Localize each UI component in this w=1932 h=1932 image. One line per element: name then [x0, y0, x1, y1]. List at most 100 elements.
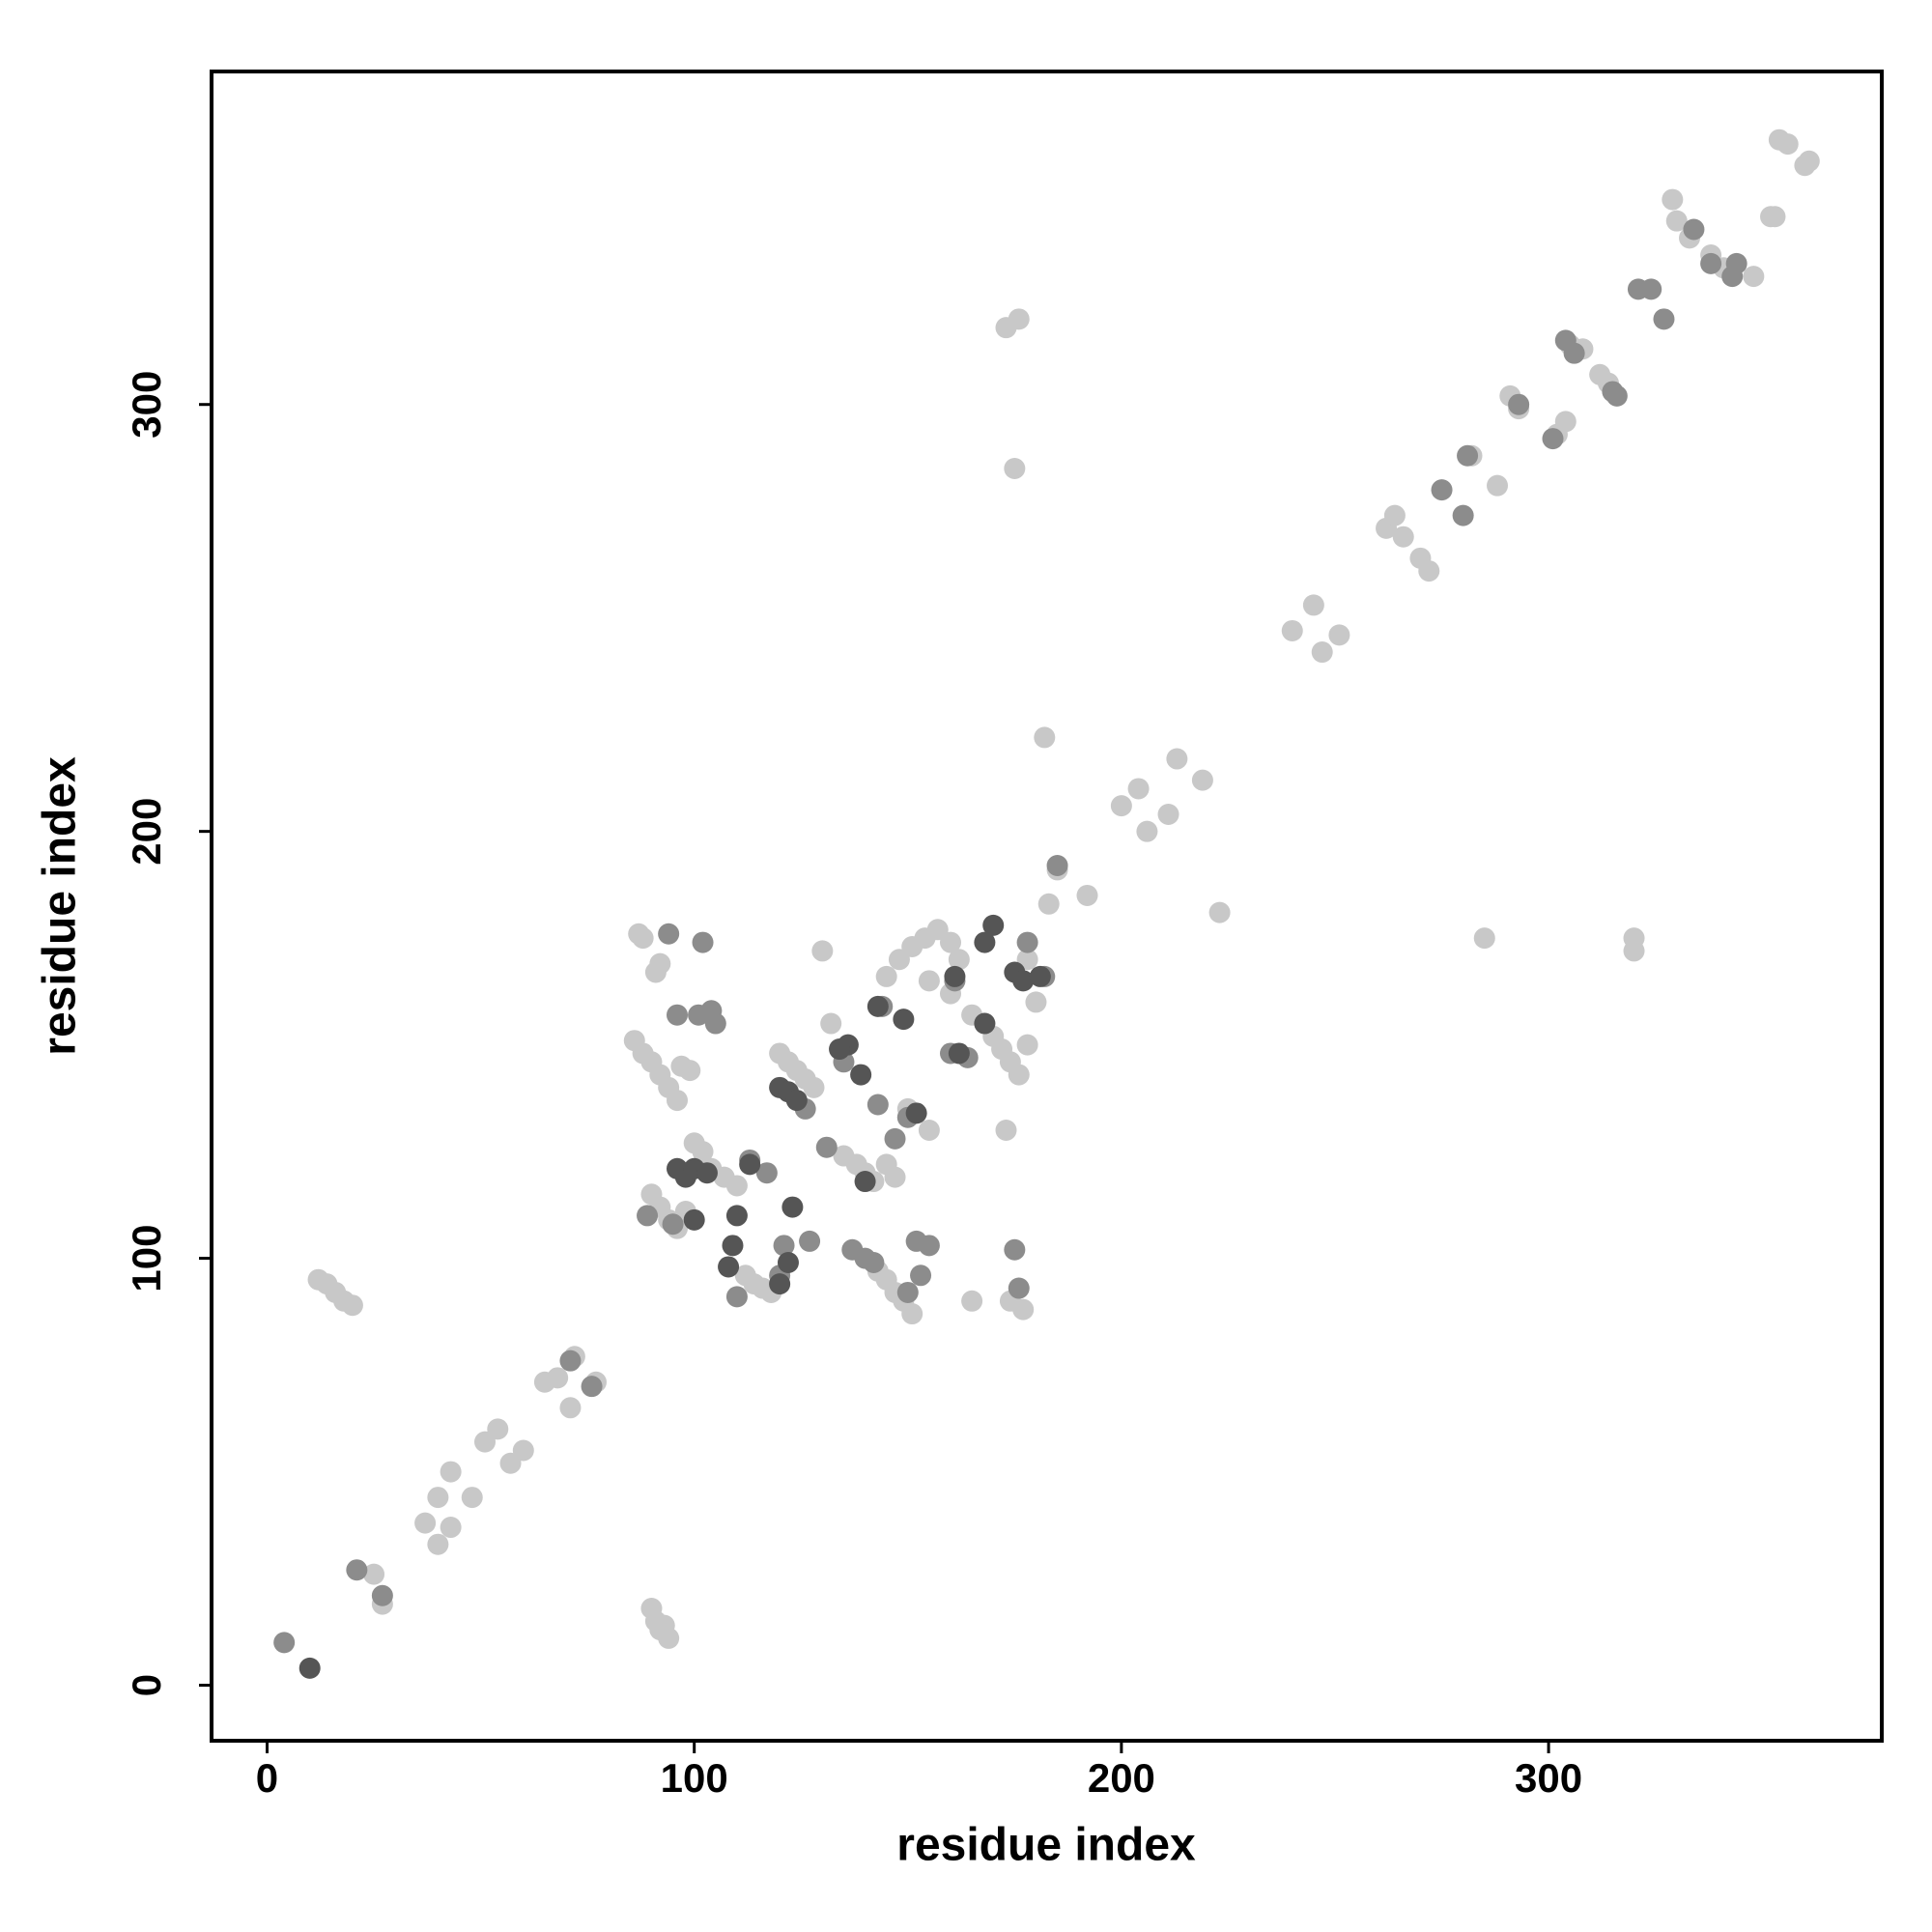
point: [905, 1102, 927, 1124]
point: [1037, 893, 1060, 915]
point: [1623, 927, 1645, 950]
plot-frame: [210, 70, 1884, 1743]
point: [704, 1012, 726, 1035]
point: [1012, 970, 1035, 992]
point: [1776, 133, 1799, 156]
point: [1191, 769, 1213, 791]
point: [1025, 991, 1047, 1013]
point: [918, 1235, 940, 1257]
point: [1302, 594, 1324, 616]
point: [940, 931, 962, 953]
point: [1004, 1238, 1026, 1261]
point: [1157, 803, 1179, 825]
point: [1457, 444, 1479, 467]
point: [739, 1153, 761, 1176]
point: [910, 1264, 932, 1287]
point: [725, 1175, 748, 1197]
point: [785, 1090, 808, 1112]
point: [1016, 931, 1038, 953]
point: [658, 923, 680, 945]
point: [487, 1418, 509, 1440]
point: [1508, 393, 1530, 415]
point: [777, 1252, 799, 1274]
point: [974, 1012, 996, 1035]
point: [1076, 884, 1098, 906]
point: [1721, 266, 1744, 288]
point: [1662, 188, 1684, 211]
point: [722, 1235, 744, 1257]
point: [1473, 927, 1495, 950]
point: [815, 1136, 838, 1158]
point: [961, 1290, 983, 1312]
y-tick-label: 300: [124, 371, 169, 439]
point: [1328, 624, 1350, 646]
point: [666, 1090, 688, 1112]
y-axis-title: residue index: [35, 756, 86, 1056]
point: [1046, 855, 1068, 877]
point: [692, 931, 714, 953]
point: [1208, 901, 1231, 923]
point: [755, 1162, 778, 1184]
point: [1743, 266, 1765, 288]
point: [829, 1038, 851, 1061]
point: [1653, 308, 1675, 330]
point: [725, 1205, 748, 1227]
point: [440, 1517, 462, 1539]
point: [696, 1162, 718, 1184]
point: [901, 1303, 923, 1325]
point: [1281, 619, 1303, 641]
point: [649, 952, 671, 975]
point: [692, 1141, 714, 1163]
point: [769, 1273, 791, 1295]
point: [811, 940, 834, 962]
point: [893, 1009, 915, 1031]
point: [512, 1439, 534, 1462]
point: [867, 1094, 889, 1116]
point: [1012, 1298, 1035, 1321]
point: [679, 1060, 701, 1082]
point: [1452, 504, 1474, 526]
point: [918, 970, 940, 992]
point: [948, 1042, 970, 1065]
point: [781, 1196, 804, 1218]
point: [1311, 641, 1333, 664]
point: [461, 1487, 483, 1509]
y-tick-label: 0: [124, 1674, 169, 1696]
point: [559, 1350, 582, 1372]
point: [725, 1286, 748, 1308]
point: [427, 1533, 449, 1555]
point: [427, 1487, 449, 1509]
point: [547, 1367, 569, 1389]
point: [683, 1208, 705, 1231]
point: [1004, 458, 1026, 480]
x-tick-label: 100: [661, 1755, 728, 1801]
point: [1008, 308, 1030, 330]
point: [363, 1563, 385, 1585]
point: [1418, 560, 1440, 582]
point: [982, 914, 1005, 936]
point: [1665, 210, 1688, 232]
point: [1029, 965, 1051, 987]
point: [948, 949, 970, 971]
point: [1487, 474, 1509, 497]
point: [820, 1012, 842, 1035]
point: [298, 1657, 321, 1679]
point: [896, 1281, 919, 1303]
point: [1110, 795, 1132, 817]
point: [803, 1076, 825, 1098]
point: [995, 1120, 1017, 1142]
point: [666, 1157, 688, 1179]
point: [1383, 504, 1406, 526]
point: [1605, 384, 1628, 407]
point: [773, 1235, 795, 1257]
point: [1392, 526, 1414, 548]
x-tick-label: 0: [256, 1755, 278, 1801]
point: [875, 965, 897, 987]
point: [1127, 778, 1150, 800]
point: [718, 1256, 740, 1278]
point: [1640, 278, 1662, 300]
point: [653, 1614, 675, 1636]
point: [581, 1376, 603, 1398]
point: [799, 1230, 821, 1252]
